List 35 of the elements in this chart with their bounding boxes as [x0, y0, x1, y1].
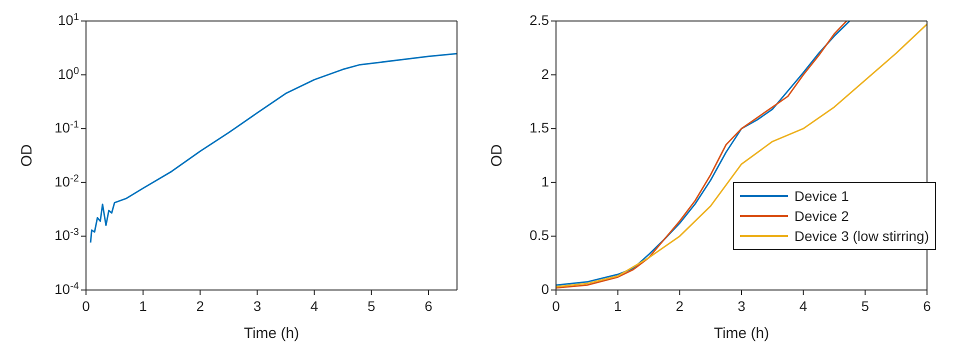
- x-axis-title: Time (h): [714, 325, 770, 342]
- line-series: [556, 23, 927, 288]
- x-tick-label: 1: [139, 298, 148, 314]
- x-tick-label: 1: [614, 298, 622, 314]
- x-tick-label: 0: [552, 298, 560, 314]
- x-tick-label: 6: [424, 298, 433, 314]
- x-tick-label: 0: [82, 298, 90, 314]
- y-tick-label: 10$^{-1}$: [54, 119, 80, 136]
- x-axis-title: Time (h): [244, 325, 300, 342]
- y-tick-label: 10$^{-2}$: [54, 172, 80, 190]
- y-tick-label: 0: [541, 281, 550, 297]
- y-axis-title: OD: [18, 144, 36, 167]
- y-tick-label: 10$^{-4}$: [54, 280, 80, 297]
- y-tick-label: 10$^{0}$: [58, 65, 80, 82]
- y-tick-label: 0.5: [530, 227, 550, 244]
- y-tick-label: 2: [541, 66, 550, 82]
- y-tick-label: 2.5: [530, 12, 550, 28]
- legend-label: Device 2: [794, 207, 849, 226]
- x-tick-label: 3: [738, 298, 746, 314]
- x-tick-label: 6: [923, 298, 932, 314]
- legend-label: Device 3 (low stirring): [794, 227, 929, 246]
- x-tick-label: 5: [861, 298, 870, 314]
- x-tick-label: 2: [196, 298, 204, 314]
- legend-label: Device 1: [794, 187, 849, 206]
- y-tick-label: 1: [541, 173, 550, 190]
- x-tick-label: 2: [676, 298, 684, 314]
- line-series: [90, 52, 457, 244]
- y-tick-label: 1.5: [530, 120, 550, 136]
- x-tick-label: 3: [253, 298, 262, 314]
- x-tick-label: 5: [367, 298, 376, 314]
- y-axis-title: OD: [488, 144, 506, 167]
- y-tick-label: 10$^{1}$: [58, 12, 80, 28]
- x-tick-label: 4: [799, 298, 808, 314]
- x-tick-label: 4: [310, 298, 318, 314]
- y-tick-label: 10$^{-3}$: [54, 226, 80, 244]
